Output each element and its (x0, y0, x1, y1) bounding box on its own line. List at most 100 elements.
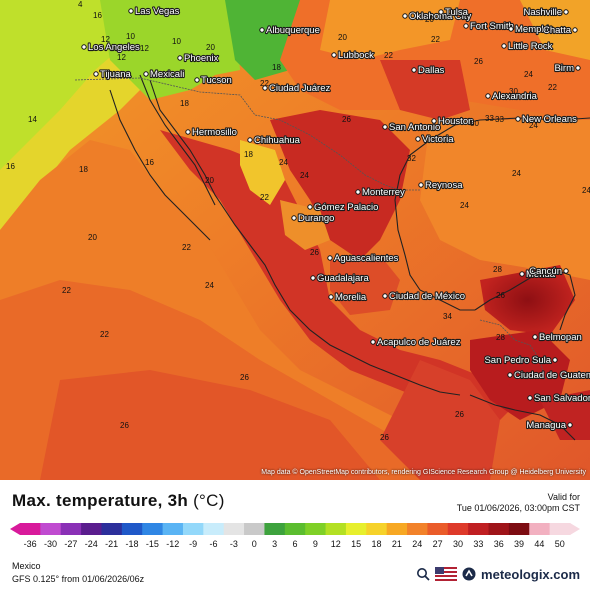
pacific-south-field (380, 360, 500, 480)
city-dot (259, 27, 265, 33)
isotherm-label: 16 (6, 162, 15, 171)
city-label: Dallas (418, 65, 445, 76)
city-dot (515, 116, 521, 122)
city-dot (370, 339, 376, 345)
city-dot (563, 9, 569, 15)
city-mexicali: Mexicali (143, 68, 185, 81)
central-mexico-field (330, 255, 400, 315)
usa-north-field (320, 0, 460, 60)
city-m-rida: Mérida (519, 268, 557, 281)
city-alexandria: Alexandria (485, 90, 539, 103)
brand-block: meteologix.com (416, 566, 580, 582)
temperature-field (0, 0, 590, 480)
weather-map[interactable]: Las Vegas Los Angeles Tijuana Mexicali Phoen… (0, 0, 590, 480)
us-mexico-border (74, 77, 420, 191)
city-dallas: Dallas (411, 64, 446, 77)
city-dot (128, 8, 134, 14)
city-label: Ciudad Juárez (269, 83, 331, 94)
city-chihuahua: Chihuahua (247, 134, 302, 147)
city-dot (307, 204, 313, 210)
plateau-field (280, 200, 330, 250)
scale-tick-label: 36 (493, 539, 504, 549)
scale-tick-label: -15 (145, 539, 159, 549)
city-tulsa: Tulsa (438, 6, 470, 19)
mexico-north-field (270, 110, 410, 260)
scale-segment (223, 523, 245, 535)
search-icon[interactable] (416, 567, 430, 581)
city-dot (382, 293, 388, 299)
city-label: Cancún (529, 266, 562, 277)
scale-segment (468, 523, 490, 535)
scale-segment (427, 523, 449, 535)
legend-panel: Max. temperature, 3h (°C) Valid for Tue … (0, 480, 590, 590)
city-dot (567, 422, 573, 428)
scale-tick-label: 9 (312, 539, 318, 549)
meteologix-logo-icon (462, 567, 476, 581)
central-america-coastline (469, 394, 576, 441)
city-guadalajara: Guadalajara (310, 272, 371, 285)
city-label: Hermosillo (192, 127, 237, 138)
isotherm-label: 22 (260, 193, 269, 202)
city-dot (291, 215, 297, 221)
city-managua: Managua (525, 419, 573, 432)
isotherm-label: 24 (582, 186, 590, 195)
city-dot (501, 43, 507, 49)
scale-segment (325, 523, 347, 535)
scale-segment (447, 523, 469, 535)
city-ciudad-ju-rez: Ciudad Juárez (262, 82, 332, 95)
city-dot (418, 182, 424, 188)
city-label: Memphis (515, 24, 554, 35)
city-label: New Orleans (522, 114, 577, 125)
city-san-salvador: San Salvador (527, 392, 590, 405)
city-label: Mérida (526, 269, 556, 280)
valid-for-label: Valid for (547, 492, 580, 502)
city-las-vegas: Las Vegas (128, 5, 181, 18)
isotherm-label: 12 (140, 44, 149, 53)
isotherm-label: 24 (460, 201, 469, 210)
city-dot (563, 268, 569, 274)
city-los-angeles: Los Angeles (81, 41, 141, 54)
brand-name[interactable]: meteologix.com (481, 566, 580, 582)
city-label: Victoria (422, 134, 454, 145)
city-label: Ciudad de México (389, 291, 465, 302)
city-tijuana: Tijuana (93, 68, 133, 81)
city-victoria: Victoria (415, 133, 455, 146)
city-dot (507, 372, 513, 378)
isotherm-label: 32 (407, 154, 416, 163)
isotherm-label: 12 (117, 53, 126, 62)
usa-east-field (520, 0, 590, 60)
city-label: Durango (298, 213, 334, 224)
legend-unit: (°C) (193, 491, 225, 510)
field-12-zone (100, 0, 240, 100)
city-belmopan: Belmopan (532, 331, 583, 344)
scale-tick-label: -30 (44, 539, 58, 549)
city-label: Chihuahua (254, 135, 301, 146)
isotherm-label: 20 (425, 15, 434, 24)
temperature-map-canvas[interactable]: Las Vegas Los Angeles Tijuana MexicaliPhoen… (0, 0, 590, 480)
isotherm-label: 26 (120, 421, 129, 430)
city-dot (438, 9, 444, 15)
city-markers: Las Vegas Los Angeles Tijuana MexicaliPhoen… (81, 5, 590, 432)
city-monterrey: Monterrey (355, 186, 406, 199)
city-dot (185, 129, 191, 135)
us-flag-icon[interactable] (435, 567, 458, 581)
city-label: Los Angeles (88, 42, 140, 53)
city-san-antonio: San Antonio (382, 121, 441, 134)
city-label: Tijuana (100, 69, 132, 80)
city-dot (463, 23, 469, 29)
city-durango: Durango (291, 212, 336, 225)
scale-tick-label: -6 (209, 539, 218, 549)
city-label: Lubbock (338, 50, 374, 61)
city-label: San Antonio (389, 122, 440, 133)
city-label: Nashville (523, 7, 562, 18)
city-label: Albuquerque (266, 25, 320, 36)
city-label: Morelia (335, 292, 367, 303)
isotherm-label: 30 (509, 87, 518, 96)
isotherm-label: 28 (493, 265, 502, 274)
scale-segment (162, 523, 184, 535)
city-dot (310, 275, 316, 281)
scale-segment (244, 523, 265, 535)
scale-segment (81, 523, 102, 535)
borders (74, 77, 546, 381)
isotherm-label: 12 (101, 35, 110, 44)
